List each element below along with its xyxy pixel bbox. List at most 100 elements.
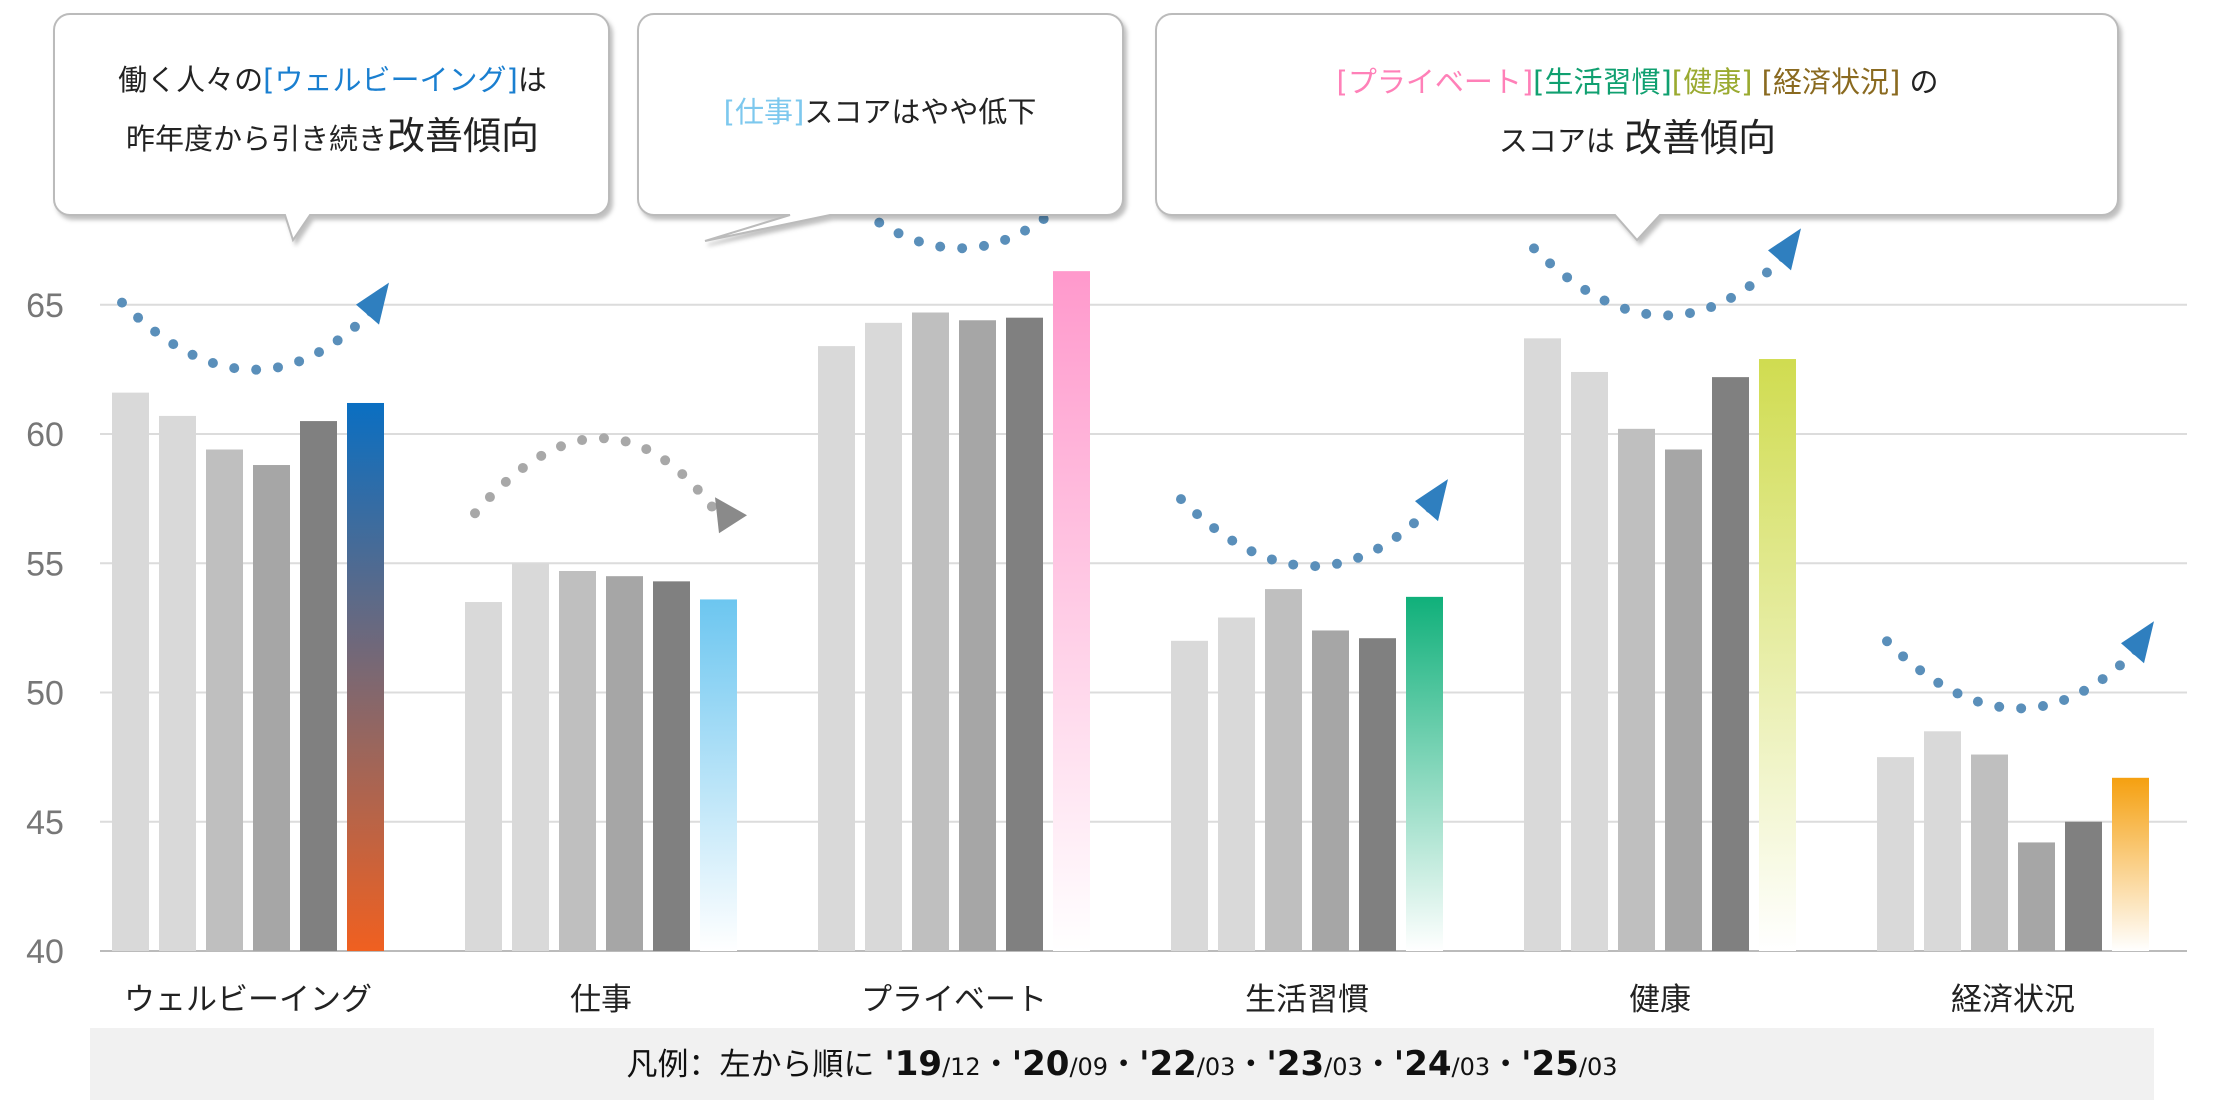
trend-down-arrow-icon — [715, 497, 747, 534]
bar-past — [606, 576, 643, 951]
bar-past — [2065, 821, 2102, 951]
bar-latest — [347, 402, 384, 952]
bar-past — [465, 602, 502, 951]
bar-latest — [2112, 777, 2149, 951]
y-tick-label: 50 — [26, 675, 64, 713]
x-tick-label: 仕事 — [570, 982, 632, 1018]
bar-past — [159, 415, 196, 951]
bar-past — [1712, 377, 1749, 951]
legend-year: '25 — [1521, 1044, 1579, 1084]
bar-past — [1571, 371, 1608, 952]
legend-month: /03 — [1578, 1053, 1618, 1081]
trend-up-arrow-icon — [2121, 621, 2154, 664]
legend-item: '19/12 — [884, 1044, 981, 1084]
callout-emphasis: 改善傾向 — [1624, 116, 1777, 160]
callout-text: 働く人々の — [118, 63, 264, 97]
legend-separator: ・ — [1490, 1047, 1522, 1083]
bar-past — [1171, 640, 1208, 951]
x-tick-label: プライベート — [861, 982, 1047, 1018]
legend-year: '24 — [1393, 1044, 1452, 1084]
bar-past — [818, 346, 855, 951]
highlight-health: [健康] — [1671, 65, 1753, 99]
legend-separator: ・ — [1108, 1047, 1140, 1083]
bar-past — [912, 312, 949, 951]
bar-past — [1924, 731, 1961, 951]
bar-past — [1665, 449, 1702, 951]
legend: 凡例：左から順に '19/12・'20/09・'22/03・'23/03・'24… — [90, 1028, 2154, 1100]
x-tick-label: 健康 — [1629, 982, 1691, 1018]
legend-item: '25/03 — [1521, 1044, 1618, 1084]
bar-past — [1877, 757, 1914, 951]
highlight-economy: [経済状況] — [1761, 65, 1901, 99]
bar-past — [653, 581, 690, 951]
bar-past — [206, 449, 243, 951]
x-tick-label: 経済状況 — [1951, 982, 2075, 1018]
bar-past — [112, 392, 149, 951]
bar-past — [1006, 317, 1043, 951]
bar-latest — [1759, 359, 1796, 951]
y-tick-label: 45 — [26, 804, 64, 842]
trend-dots — [470, 433, 722, 519]
callout-work: [仕事]スコアはやや低下 — [640, 84, 1120, 140]
bar-past — [1359, 638, 1396, 951]
legend-item: '22/03 — [1139, 1044, 1235, 1084]
legend-separator: ・ — [1362, 1047, 1394, 1083]
legend-year: '20 — [1011, 1044, 1070, 1084]
y-tick-label: 55 — [26, 545, 64, 583]
callout-box-work — [637, 13, 1124, 242]
highlight-habits: [生活習慣] — [1533, 65, 1672, 99]
y-tick-label: 65 — [26, 287, 64, 325]
bar-past — [559, 571, 596, 951]
legend-year: '19 — [884, 1044, 943, 1084]
bar-latest — [700, 599, 737, 951]
legend-prefix: 凡例：左から順に — [626, 1047, 885, 1083]
bar-latest — [1406, 596, 1443, 951]
legend-year: '22 — [1139, 1044, 1197, 1084]
legend-item: '24/03 — [1393, 1044, 1491, 1084]
legend-item: '20/09 — [1011, 1044, 1109, 1084]
legend-year: '23 — [1266, 1044, 1325, 1084]
bar-past — [1312, 630, 1349, 951]
x-tick-label: ウェルビーイング — [124, 982, 372, 1018]
bar-past — [1971, 754, 2008, 951]
callout-text: は — [517, 63, 547, 97]
callout-text: スコアは — [1498, 124, 1625, 158]
callout-box-others — [1155, 13, 2119, 242]
bar-past — [1618, 428, 1655, 952]
bar-past — [253, 465, 290, 951]
legend-month: /03 — [1324, 1053, 1363, 1081]
callout-others: [プライベート][生活習慣][健康] [経済状況] の スコアは 改善傾向 — [1160, 54, 2115, 169]
bar-latest — [1053, 271, 1090, 951]
legend-month: /09 — [1069, 1053, 1109, 1081]
trend-up-arrow-icon — [1415, 479, 1448, 522]
bar-past — [1265, 589, 1302, 951]
callout-text: 昨年度から引き続き — [125, 122, 387, 156]
bar-past — [512, 563, 549, 951]
highlight-private: [プライベート] — [1336, 65, 1534, 99]
trend-dots — [117, 297, 377, 375]
bar-past — [300, 421, 337, 951]
x-tick-label: 生活習慣 — [1245, 982, 1369, 1018]
legend-month: /03 — [1451, 1053, 1491, 1081]
callout-box-wellbeing — [53, 13, 610, 243]
trend-dots — [1176, 494, 1436, 572]
legend-month: /12 — [942, 1053, 981, 1081]
trend-dots — [1529, 243, 1789, 321]
bar-past — [2018, 842, 2055, 951]
bar-past — [959, 320, 996, 951]
trend-up-arrow-icon — [356, 282, 389, 325]
bar-past — [1524, 338, 1561, 952]
legend-separator: ・ — [980, 1047, 1012, 1083]
callout-emphasis: 改善傾向 — [387, 114, 540, 158]
bar-past — [865, 322, 902, 952]
y-tick-label: 40 — [26, 933, 64, 971]
callout-wellbeing: 働く人々の[ウェルビーイング]は 昨年度から引き続き改善傾向 — [60, 52, 605, 167]
legend-item: '23/03 — [1266, 1044, 1363, 1084]
highlight-wellbeing: [ウェルビーイング] — [263, 63, 518, 97]
y-tick-label: 60 — [26, 416, 64, 454]
callout-text: スコアはやや低下 — [804, 95, 1037, 129]
bar-past — [1218, 617, 1255, 951]
highlight-work: [仕事] — [723, 95, 805, 129]
trend-up-arrow-icon — [1768, 228, 1801, 271]
